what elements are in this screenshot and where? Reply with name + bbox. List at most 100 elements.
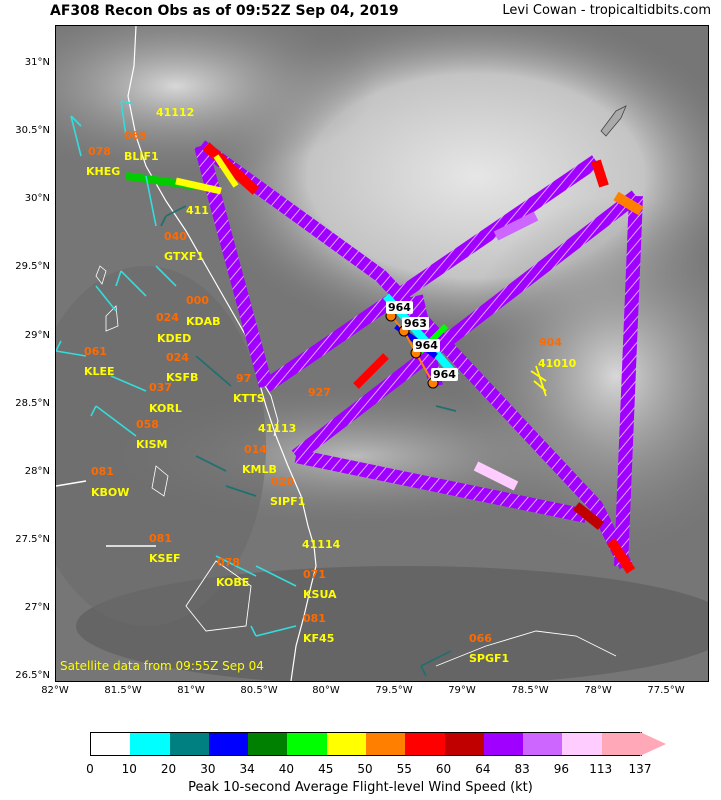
colorbar-tick-label: 34 [239,762,255,776]
station-label: KISM [136,438,168,451]
station-label: 061 [84,345,107,358]
station-label: 41112 [156,106,195,119]
station-label: KORL [149,402,182,415]
station-label: 41010 [538,357,577,370]
station-label: 904 [539,336,562,349]
lon-label: 77.5°W [647,685,685,696]
lat-label: 28.5°N [15,398,50,409]
colorbar-segment [562,733,602,755]
colorbar-segment [248,733,288,755]
colorbar-segment [130,733,170,755]
station-label: KSUA [303,588,337,601]
pressure-label: 964 [386,301,413,314]
station-label: 411 [186,204,209,217]
station-label: 037 [149,381,172,394]
station-label: BLIF1 [124,150,159,163]
station-label: 078 [88,145,111,158]
station-label: 41114 [302,538,341,551]
station-label: 040 [164,230,187,243]
lat-label: 29.5°N [15,261,50,272]
colorbar-segment [287,733,327,755]
station-label: 024 [156,311,179,324]
colorbar-segment [405,733,445,755]
station-label: 41113 [258,422,297,435]
lat-label: 27°N [24,602,50,613]
lon-label: 80.5°W [240,685,278,696]
lat-label: 26.5°N [15,670,50,681]
colorbar-tick-label: 113 [589,762,613,776]
colorbar-segment [523,733,563,755]
station-label: KSEF [149,552,181,565]
colorbar-tick-label: 20 [160,762,177,776]
lat-label: 27.5°N [15,534,50,545]
lon-label: 81.5°W [104,685,142,696]
satellite-map[interactable]: 41112 065 BLIF1 078 KHEG 411 040 GTXF1 0… [55,25,709,682]
station-label: KMLB [242,463,277,476]
map-title: AF308 Recon Obs as of 09:52Z Sep 04, 201… [50,3,399,19]
lon-label: 78.5°W [511,685,549,696]
colorbar-tick-label: 45 [318,762,334,776]
colorbar-tick-label: 50 [357,762,373,776]
colorbar-tick-label: 137 [628,762,652,776]
lat-label: 28°N [24,466,50,477]
map-canvas [56,26,708,681]
station-label: SPGF1 [469,652,510,665]
colorbar-segment [365,733,406,755]
station-label: 065 [124,129,147,142]
lon-label: 78°W [584,685,612,696]
station-label: GTXF1 [164,250,204,263]
station-label: KHEG [86,165,121,178]
satellite-timestamp: Satellite data from 09:55Z Sep 04 [60,659,264,673]
colorbar-tick-label: 96 [553,762,570,776]
colorbar-tick-label: 30 [200,762,216,776]
station-label: KDED [157,332,192,345]
lon-label: 81°W [177,685,205,696]
station-label: 927 [308,386,331,399]
station-label: KSFB [166,371,199,384]
station-label: KDAB [186,315,221,328]
colorbar-segment [208,733,249,755]
lon-label: 79.5°W [375,685,413,696]
lon-label: 82°W [41,685,69,696]
station-label: 066 [469,632,492,645]
station-label: 081 [91,465,114,478]
station-label: 058 [136,418,159,431]
pressure-label: 964 [413,339,440,352]
colorbar-tick-label: 60 [435,762,452,776]
lat-label: 31°N [24,57,50,68]
station-label: 000 [186,294,209,307]
station-label: 081 [149,532,172,545]
station-label: 024 [166,351,189,364]
station-label: KOBE [216,576,250,589]
colorbar-extend-arrow [640,732,666,756]
lon-label: 79°W [448,685,476,696]
station-label: 071 [303,568,326,581]
colorbar-tick-label: 40 [278,762,295,776]
flight-track [125,140,644,574]
colorbar-segment [483,733,524,755]
station-label: 014 [244,443,267,456]
colorbar-tick-label: 83 [514,762,530,776]
credit-text: Levi Cowan - tropicaltidbits.com [502,3,711,18]
lat-label: 30.5°N [15,125,50,136]
station-label: SIPF1 [270,495,306,508]
lat-label: 30°N [24,193,50,204]
station-label: KF45 [303,632,335,645]
station-label: 078 [217,556,240,569]
wind-speed-colorbar [90,732,642,756]
colorbar-segment [326,733,366,755]
aircraft-icon [600,105,627,137]
station-label: 081 [303,612,326,625]
lon-label: 80°W [312,685,340,696]
colorbar-segment [444,733,484,755]
pressure-label: 963 [402,317,429,330]
station-label: KBOW [91,486,130,499]
station-label: 020 [271,475,294,488]
colorbar-tick-label: 64 [475,762,491,776]
pressure-label: 964 [431,368,458,381]
colorbar-tick-label: 10 [121,762,137,776]
colorbar-label: Peak 10-second Average Flight-level Wind… [188,780,533,795]
colorbar-segment [91,733,131,755]
station-barbs [56,100,297,637]
station-label: 97 [236,372,252,385]
